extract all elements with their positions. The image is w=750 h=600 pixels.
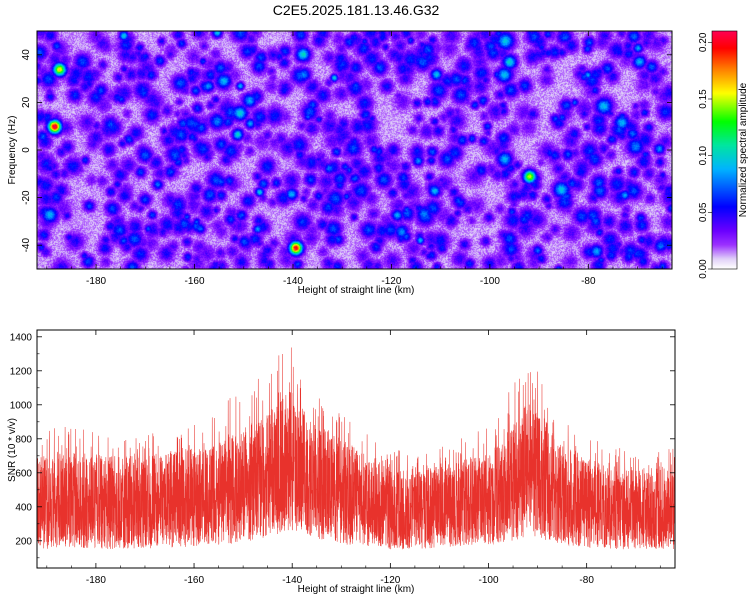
snr-y-tick-label: 1200 <box>10 366 33 377</box>
colorbar-ticks: 0.00 0.05 0.10 0.15 0.20 <box>698 32 712 279</box>
snr-x-tick-label: -140 <box>282 575 302 586</box>
snr-x-ticks: -180 -160 -140 -120 -100 -80 <box>46 330 661 586</box>
heatmap-x-tick-label: -100 <box>480 276 500 287</box>
spectral-heatmap <box>37 31 672 269</box>
heatmap-y-tick-label: 40 <box>21 49 32 61</box>
chart-title: C2E5.2025.181.13.46.G32 <box>273 2 440 18</box>
colorbar-tick-label: 0.05 <box>698 202 709 222</box>
snr-y-tick-label: 400 <box>15 502 32 513</box>
snr-x-tick-label: -160 <box>184 575 204 586</box>
snr-y-tick-label: 200 <box>15 536 32 547</box>
colorbar-label: Normalized spectral amplitude <box>738 82 749 217</box>
snr-series-line <box>37 330 675 568</box>
colorbar-tick-label: 0.20 <box>698 32 709 52</box>
heatmap-y-tick-label: -40 <box>21 238 32 253</box>
heatmap-panel: -180 -160 -140 -120 -100 -80 -40 -20 0 20 40 Heig… <box>7 30 673 296</box>
heatmap-y-tick-label: 20 <box>21 96 32 108</box>
heatmap-y-axis-label: Frequency (Hz) <box>7 116 18 185</box>
snr-x-tick-label: -80 <box>579 575 594 586</box>
colorbar-tick-label: 0.15 <box>698 89 709 109</box>
snr-x-tick-label: -100 <box>478 575 498 586</box>
colorbar: 0.00 0.05 0.10 0.15 0.20 Normalized spectral… <box>698 30 749 279</box>
snr-y-tick-label: 600 <box>15 468 32 479</box>
snr-y-tick-label: 1000 <box>10 400 33 411</box>
snr-y-tick-label: 800 <box>15 434 32 445</box>
heatmap-x-tick-label: -80 <box>581 276 596 287</box>
colorbar-tick-label: 0.00 <box>698 259 709 279</box>
colorbar-frame <box>711 30 738 270</box>
heatmap-y-tick-label: -20 <box>21 190 32 205</box>
snr-y-axis-label: SNR (10 * v/v) <box>7 418 18 482</box>
heatmap-x-tick-label: -120 <box>381 276 401 287</box>
snr-y-tick-label: 1400 <box>10 332 33 343</box>
snr-x-tick-label: -120 <box>380 575 400 586</box>
heatmap-x-ticks: -180 -160 -140 -120 -100 -80 <box>46 31 663 287</box>
snr-x-axis-label: Height of straight line (km) <box>298 584 415 595</box>
heatmap-x-tick-label: -140 <box>283 276 303 287</box>
snr-panel: -180 -160 -140 -120 -100 -80 200 400 600 800 1000… <box>7 329 676 595</box>
snr-frame <box>36 329 676 569</box>
colorbar-tick-label: 0.10 <box>698 145 709 165</box>
heatmap-x-tick-label: -180 <box>86 276 106 287</box>
heatmap-x-axis-label: Height of straight line (km) <box>298 285 415 296</box>
heatmap-y-tick-label: 0 <box>21 147 32 153</box>
colorbar-gradient <box>712 31 737 269</box>
snr-x-tick-label: -180 <box>86 575 106 586</box>
heatmap-y-ticks: -40 -20 0 20 40 <box>21 49 672 253</box>
snr-y-ticks: 200 400 600 800 1000 1200 1400 <box>10 332 675 559</box>
heatmap-x-tick-label: -160 <box>185 276 205 287</box>
